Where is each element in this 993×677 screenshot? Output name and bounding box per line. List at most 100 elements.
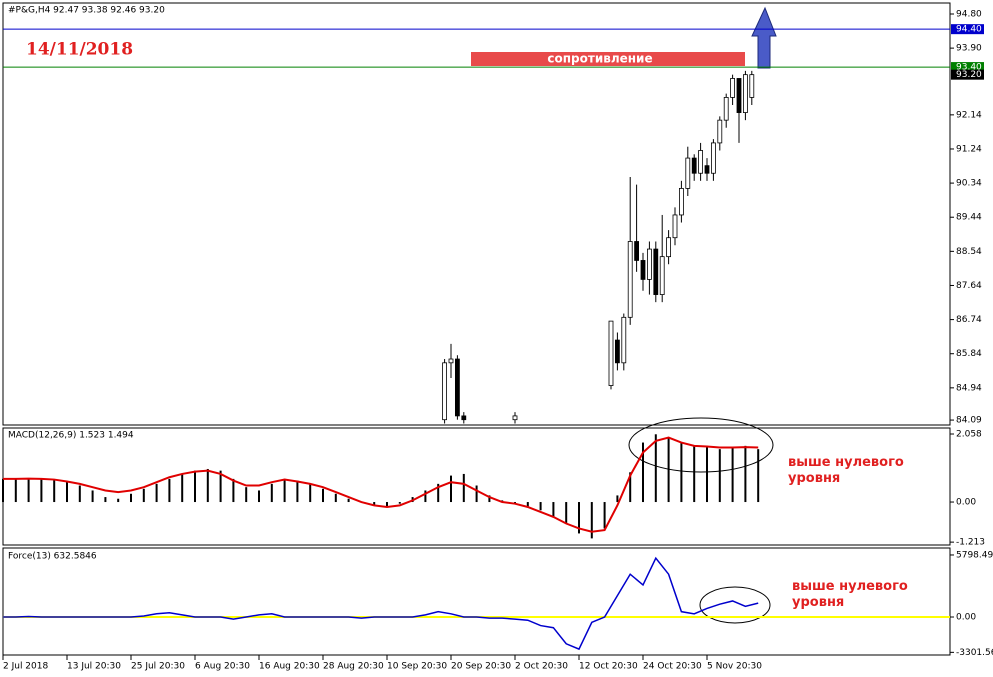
macd-bar	[232, 478, 235, 503]
x-tick-label: 20 Sep 20:30	[451, 662, 511, 672]
candle-body	[717, 119, 723, 144]
x-tick-label: 5 Nov 20:30	[707, 662, 762, 672]
macd-bar	[270, 483, 273, 503]
price-pane	[2, 2, 951, 426]
macd-bar	[603, 502, 606, 529]
level-label: 93.20	[956, 70, 982, 80]
macd-bar	[258, 490, 260, 503]
x-tick-label: 2 Jul 2018	[3, 662, 48, 672]
macd-bar	[2, 478, 4, 503]
macd-bar	[757, 449, 760, 503]
macd-bar	[731, 447, 734, 503]
y-tick-label: 0.00	[956, 613, 976, 623]
candle-body	[615, 339, 620, 364]
macd-bar	[91, 490, 94, 503]
macd-bar	[168, 478, 171, 503]
resistance-box	[471, 52, 745, 66]
y-tick-label: 86.74	[956, 315, 982, 325]
macd-bar	[181, 473, 184, 503]
candle-body	[704, 165, 710, 174]
highlight-ellipse	[628, 417, 774, 473]
force-annotation: выше нулевого уровня	[792, 579, 908, 610]
macd-bar	[552, 502, 555, 517]
macd-bar	[14, 478, 17, 503]
level-tag	[951, 69, 984, 80]
macd-bar	[322, 488, 324, 503]
macd-bar	[334, 493, 337, 503]
x-tick-label: 25 Jul 20:30	[131, 662, 185, 672]
candle-body	[711, 142, 716, 174]
macd-bar	[130, 493, 132, 503]
candle-body	[461, 415, 467, 421]
macd-bar	[386, 502, 388, 507]
macd-bar	[718, 449, 721, 503]
macd-bar	[206, 468, 209, 503]
annotation-box: выше нулевого уровня	[792, 579, 908, 610]
moving-average	[651, 157, 758, 421]
candle-body	[647, 248, 652, 280]
candle-body	[442, 362, 448, 421]
candle-body	[640, 260, 646, 280]
x-tick-label: 16 Aug 20:30	[259, 662, 320, 672]
macd-bar	[706, 447, 708, 503]
macd-bar	[488, 495, 491, 503]
signal-line	[3, 436, 759, 533]
pane-title: MACD(12,26,9) 1.523 1.494	[8, 431, 134, 441]
pane-title: Force(13) 632.5846	[8, 552, 97, 562]
macd-bar	[450, 475, 452, 503]
y-tick-label: 91.24	[956, 144, 982, 154]
macd-bar	[616, 495, 619, 503]
level-tag	[951, 62, 984, 73]
force-pane	[2, 547, 951, 656]
candle-body	[691, 157, 697, 174]
y-tick-label: 94.80	[956, 9, 982, 19]
candle-body	[723, 97, 729, 121]
macd-bar	[53, 479, 56, 503]
y-tick-label: 5798.498	[956, 550, 993, 560]
x-tick-label: 24 Oct 20:30	[643, 662, 702, 672]
x-tick-label: 10 Sep 20:30	[387, 662, 447, 672]
y-tick-label: 89.44	[956, 213, 982, 223]
level-tag	[951, 24, 984, 35]
candle-body	[743, 74, 748, 113]
y-tick-label: 84.94	[956, 383, 982, 393]
highlight-ellipse	[699, 586, 771, 624]
pane-title: #P&G,H4 92.47 93.38 92.46 93.20	[8, 6, 165, 16]
candle-body	[448, 358, 454, 364]
y-tick-label: 87.64	[956, 281, 982, 291]
candle-body	[672, 214, 678, 239]
y-tick-label: 2.058	[956, 430, 982, 440]
candle-body	[679, 188, 684, 216]
candle-body	[698, 150, 703, 174]
y-tick-label: -1.213	[956, 538, 985, 548]
macd-bar	[578, 502, 580, 534]
y-tick-label: 93.90	[956, 44, 982, 54]
candle-body	[512, 415, 518, 421]
candle-body	[685, 157, 691, 189]
annotation-box: выше нулевого уровня	[788, 455, 904, 486]
x-tick-label: 6 Aug 20:30	[195, 662, 250, 672]
up-arrow	[751, 6, 777, 69]
macd-bar	[462, 473, 465, 503]
level-label: 93.40	[956, 63, 982, 73]
candle-body	[454, 358, 460, 417]
resistance-label: сопротивление	[547, 52, 652, 66]
x-tick-label: 2 Oct 20:30	[515, 662, 568, 672]
y-tick-label: 84.09	[956, 416, 982, 426]
macd-bar	[565, 502, 568, 524]
x-tick-label: 12 Oct 20:30	[579, 662, 638, 672]
candle-body	[666, 237, 671, 258]
macd-bar	[526, 502, 529, 507]
macd-bar	[693, 445, 696, 503]
macd-bar	[78, 485, 81, 503]
macd-bar	[347, 498, 350, 503]
macd-annotation: выше нулевого уровня	[788, 455, 904, 486]
macd-bar	[680, 442, 683, 503]
candle-body	[608, 320, 614, 386]
macd-bar	[245, 487, 248, 503]
candle-body	[730, 78, 735, 98]
macd-bar	[642, 442, 644, 503]
macd-bar	[590, 502, 593, 539]
macd-bar	[654, 434, 657, 503]
